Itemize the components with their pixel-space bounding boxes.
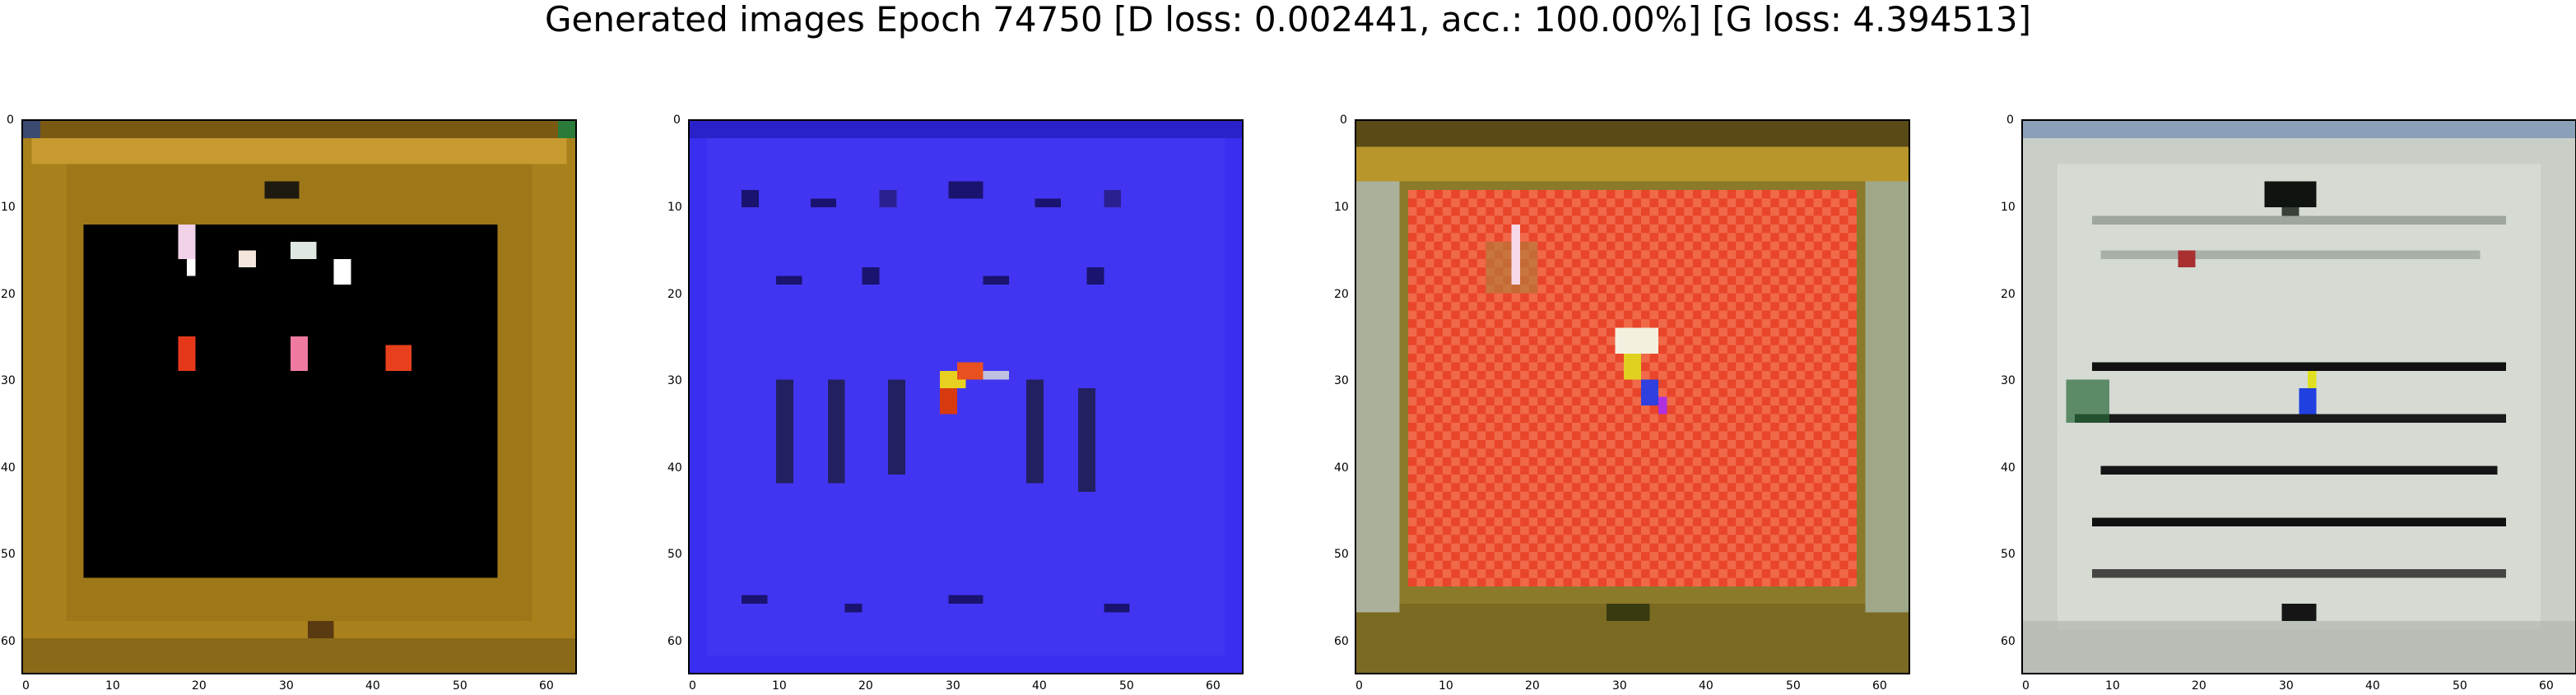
y-tick-label: 10 [667,201,682,214]
y-tick-label: 10 [2001,201,2016,214]
x-tick-label: 60 [1206,679,1221,693]
x-tick-label: 30 [2279,679,2294,693]
y-tick-label: 40 [1334,461,1349,475]
y-tick-label: 10 [1334,201,1349,214]
y-tick-label: 60 [2001,635,2016,648]
y-tick-label: 0 [2006,114,2014,127]
y-tick-label: 10 [1,201,16,214]
x-tick-label: 30 [946,679,960,693]
y-tick-label: 50 [1334,548,1349,561]
x-tick-label: 60 [2539,679,2554,693]
x-tick-label: 0 [1355,679,1363,693]
y-tick-label: 30 [2001,374,2016,387]
x-tick-label: 60 [539,679,554,693]
figure-title: Generated images Epoch 74750 [D loss: 0.… [544,0,2032,39]
y-tick-label: 50 [2001,548,2016,561]
x-tick-label: 20 [858,679,873,693]
x-tick-label: 50 [1786,679,1801,693]
y-tick-label: 30 [1,374,16,387]
x-tick-label: 40 [1032,679,1047,693]
y-tick-label: 60 [1,635,16,648]
x-tick-label: 50 [2453,679,2467,693]
generated-image-3 [1355,119,1910,674]
x-tick-label: 30 [279,679,294,693]
generated-image-4 [2021,119,2576,674]
y-tick-label: 60 [1334,635,1349,648]
x-tick-label: 40 [365,679,380,693]
x-tick-label: 50 [453,679,467,693]
x-tick-label: 50 [1119,679,1134,693]
x-tick-label: 40 [2365,679,2380,693]
generated-image-1 [21,119,577,674]
y-tick-label: 20 [1,288,16,301]
x-tick-label: 20 [1525,679,1540,693]
x-tick-label: 0 [22,679,30,693]
x-tick-label: 60 [1872,679,1887,693]
x-tick-label: 20 [192,679,207,693]
x-tick-label: 30 [1612,679,1627,693]
x-tick-label: 0 [689,679,696,693]
y-tick-label: 40 [667,461,682,475]
y-tick-label: 20 [2001,288,2016,301]
x-tick-label: 0 [2022,679,2030,693]
x-tick-label: 10 [2105,679,2120,693]
y-tick-label: 0 [673,114,681,127]
x-tick-label: 10 [772,679,787,693]
x-tick-label: 20 [2192,679,2206,693]
generated-image-2 [688,119,1244,674]
y-tick-label: 60 [667,635,682,648]
x-tick-label: 10 [1439,679,1453,693]
y-tick-label: 50 [1,548,16,561]
y-tick-label: 20 [667,288,682,301]
y-tick-label: 0 [1340,114,1347,127]
x-tick-label: 10 [105,679,120,693]
y-tick-label: 50 [667,548,682,561]
y-tick-label: 40 [2001,461,2016,475]
y-tick-label: 30 [667,374,682,387]
y-tick-label: 20 [1334,288,1349,301]
x-tick-label: 40 [1699,679,1713,693]
y-tick-label: 0 [7,114,14,127]
y-tick-label: 40 [1,461,16,475]
y-tick-label: 30 [1334,374,1349,387]
